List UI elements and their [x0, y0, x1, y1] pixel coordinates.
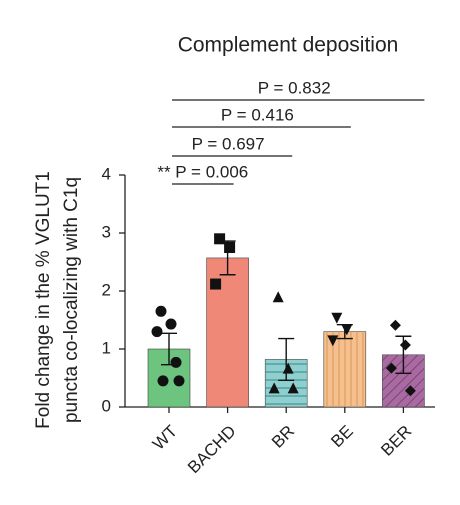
data-point: [404, 385, 416, 397]
data-point: [155, 305, 167, 317]
chart-title: Complement deposition: [178, 34, 399, 57]
data-point: [327, 335, 339, 347]
annotation: P = 0.416: [221, 105, 294, 124]
data-point: [214, 233, 226, 245]
data-point: [287, 382, 299, 394]
data-point: [157, 375, 169, 387]
y-tick-label: 2: [102, 280, 111, 299]
data-point: [385, 362, 397, 374]
data-point: [282, 362, 294, 374]
data-point: [399, 339, 411, 351]
y-tick-label: 3: [102, 222, 111, 241]
x-tick-label: WT: [149, 422, 181, 454]
x-tick-label: BACHD: [184, 422, 240, 478]
y-axis-label: puncta co-localizing with C1q: [61, 177, 82, 423]
x-tick-label: BR: [268, 422, 298, 452]
y-tick-label: 1: [102, 338, 111, 357]
data-point: [268, 382, 280, 394]
data-point: [389, 319, 401, 331]
x-tick-label: BER: [377, 422, 415, 460]
y-tick-label: 4: [102, 164, 111, 183]
data-point: [331, 312, 343, 324]
y-tick-label: 0: [102, 396, 111, 415]
data-point: [224, 242, 236, 253]
annotation: P = 0.832: [258, 78, 331, 97]
data-point: [272, 291, 284, 303]
data-point: [170, 356, 182, 368]
data-point: [210, 278, 222, 290]
annotation: ** P = 0.006: [157, 162, 248, 181]
x-tick-label: BE: [327, 422, 356, 451]
y-axis-label: Fold change in the % VGLUT1: [33, 171, 54, 429]
data-point: [151, 326, 163, 338]
data-point: [165, 318, 177, 330]
annotation: P = 0.697: [192, 134, 265, 153]
bar-hatch: [323, 331, 366, 407]
data-point: [341, 324, 353, 336]
data-point: [173, 375, 185, 387]
